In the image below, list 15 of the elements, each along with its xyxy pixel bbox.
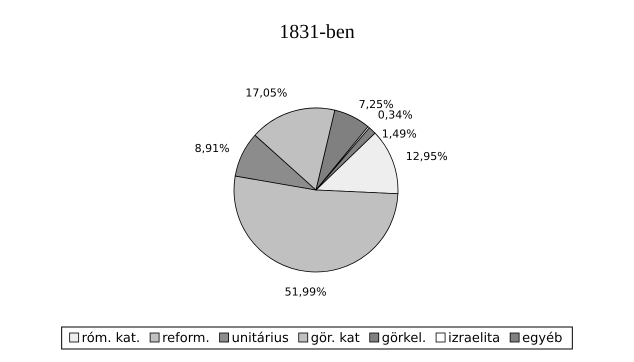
data-label: 12,95% bbox=[406, 150, 448, 164]
legend-label: izraelita bbox=[448, 331, 500, 346]
legend-label: reform. bbox=[162, 331, 210, 346]
legend-label: egyéb bbox=[522, 331, 562, 346]
legend-label: görkel. bbox=[382, 331, 426, 346]
data-label: 7,25% bbox=[358, 98, 394, 111]
legend-label: unitárius bbox=[232, 331, 289, 346]
data-label: 8,91% bbox=[194, 142, 230, 156]
chart-title: 1831-ben bbox=[279, 21, 355, 43]
data-label: 0,34% bbox=[378, 108, 413, 122]
data-label: 51,99% bbox=[284, 285, 327, 298]
legend-label: gör. kat bbox=[310, 331, 360, 346]
data-label: 1,49% bbox=[382, 128, 417, 141]
legend-label: róm. kat. bbox=[82, 331, 140, 346]
data-label: 17,05% bbox=[245, 86, 288, 100]
